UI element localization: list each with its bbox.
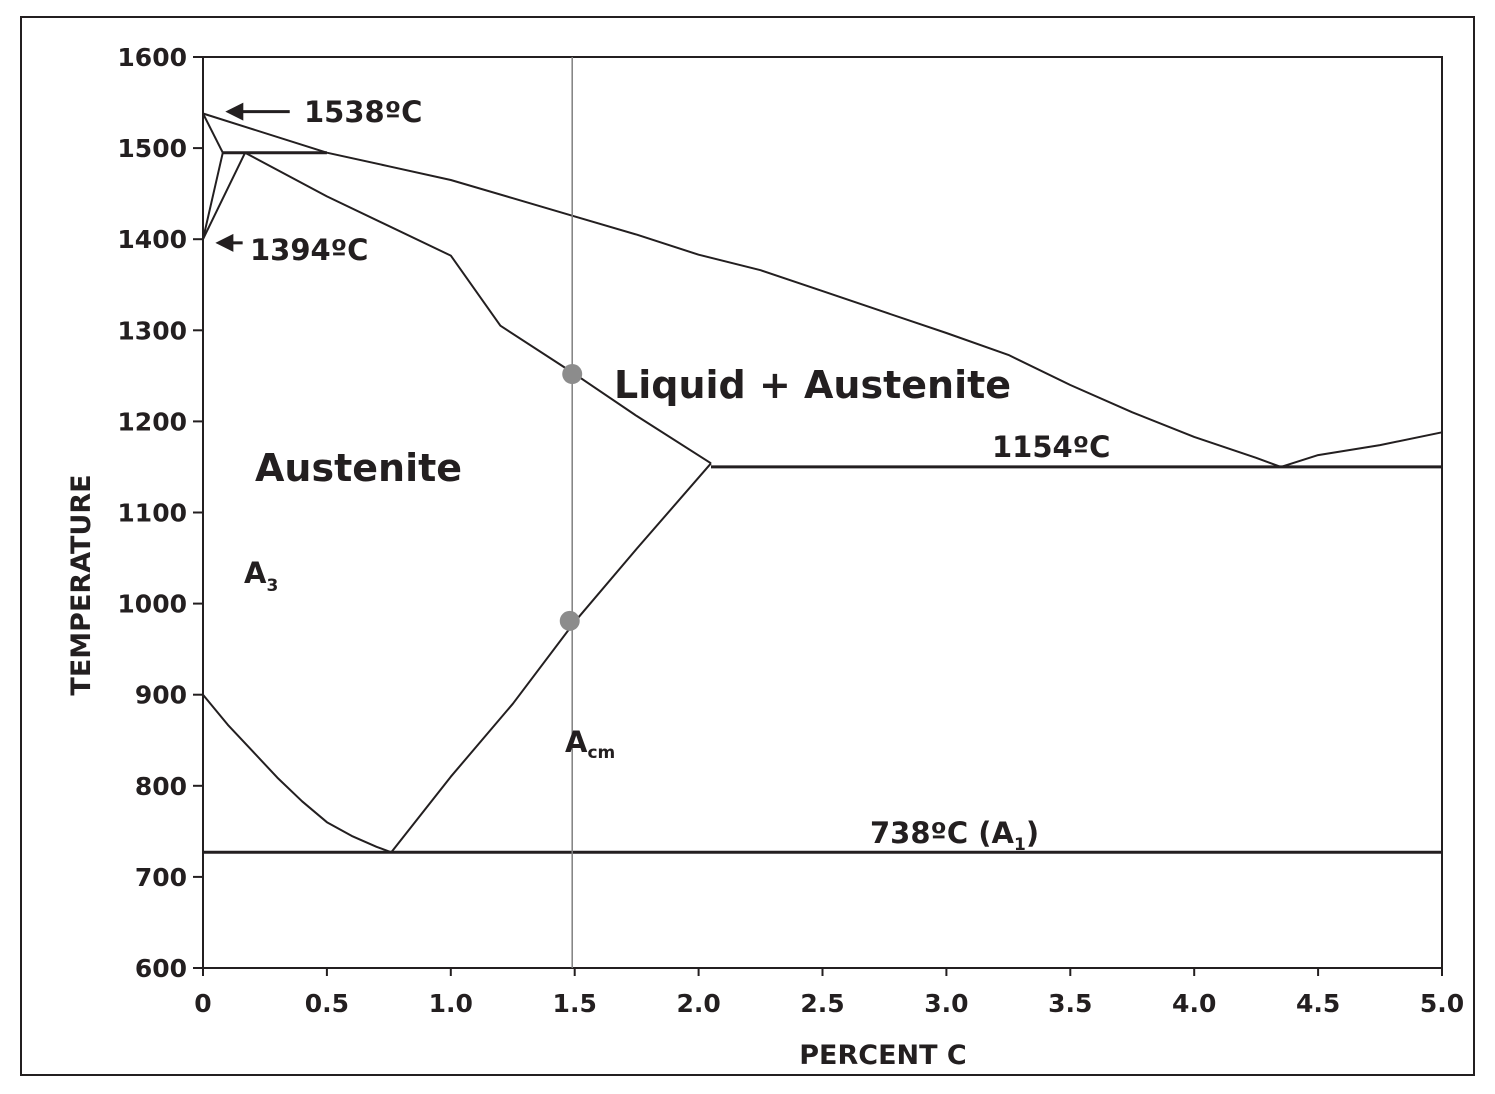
chart-frame <box>20 16 1475 1076</box>
annotation-arrow-head <box>225 102 244 121</box>
y-tick-label: 800 <box>135 772 187 801</box>
label-acm-sub: cm <box>587 743 615 763</box>
series-liquidus-left <box>202 112 1282 468</box>
y-tick-label: 1500 <box>117 134 187 163</box>
label-1538: 1538ºC <box>304 95 422 129</box>
x-tick-label: 2.5 <box>800 989 844 1018</box>
series-layer <box>202 57 1443 968</box>
y-tick-label: 1200 <box>117 407 187 436</box>
label-a3-main: A <box>244 556 267 590</box>
y-tick-label: 1300 <box>117 316 187 345</box>
label-a3-sub: 3 <box>266 576 278 596</box>
y-tick-label: 1600 <box>117 43 187 72</box>
x-tick-label: 3.0 <box>924 989 968 1018</box>
y-tick-label: 600 <box>135 954 187 983</box>
label-738-a1: 738ºC (A1) <box>870 816 1039 855</box>
y-tick-label: 1000 <box>117 590 187 619</box>
axis-ticks: 0 0.5 1.0 1.5 2.0 2.5 3.0 3.5 4.0 4.5 5.0 600 700 800… <box>117 43 1464 1018</box>
label-738-end: ) <box>1026 816 1039 850</box>
label-738-sub: 1 <box>1014 835 1026 855</box>
y-tick-label: 900 <box>135 681 187 710</box>
x-tick-label: 3.5 <box>1048 989 1092 1018</box>
y-axis-label: TEMPERATURE <box>66 474 97 695</box>
label-acm-main: A <box>565 725 588 759</box>
x-tick-label: 1.0 <box>429 989 473 1018</box>
x-axis-label: PERCENT C <box>799 1040 967 1071</box>
series-liquidus-right <box>1280 431 1443 468</box>
label-a3: A3 <box>244 556 278 596</box>
data-point-marker <box>562 364 583 385</box>
marker-layer <box>559 364 583 631</box>
region-austenite: Austenite <box>255 446 462 490</box>
x-tick-label: 0.5 <box>305 989 349 1018</box>
series-acm-line <box>390 462 712 853</box>
x-tick-label: 0 <box>194 989 211 1018</box>
series-delta-lower <box>202 152 224 240</box>
y-tick-label: 1100 <box>117 499 187 528</box>
series-delta-gamma-lower <box>202 152 246 240</box>
label-738-main: 738ºC (A <box>870 816 1015 850</box>
arrow-layer <box>215 102 290 252</box>
x-tick-label: 1.5 <box>553 989 597 1018</box>
x-tick-label: 5.0 <box>1420 989 1464 1018</box>
plot-border <box>202 56 1443 969</box>
y-tick-label: 1400 <box>117 225 187 254</box>
x-tick-label: 4.0 <box>1172 989 1216 1018</box>
y-tick-label: 700 <box>135 863 187 892</box>
x-tick-label: 2.0 <box>676 989 720 1018</box>
x-tick-label: 4.5 <box>1296 989 1340 1018</box>
label-1154: 1154ºC <box>992 430 1110 464</box>
series-solidus-austenite <box>244 151 712 465</box>
plot-area <box>202 56 1443 969</box>
series-a3-line <box>202 694 392 854</box>
annotation-arrow-head <box>215 233 234 252</box>
label-1394: 1394ºC <box>250 233 368 267</box>
series-delta-upper <box>202 113 224 154</box>
region-liquid-austenite: Liquid + Austenite <box>614 363 1011 407</box>
data-point-marker <box>559 610 580 631</box>
label-acm: Acm <box>565 725 615 763</box>
